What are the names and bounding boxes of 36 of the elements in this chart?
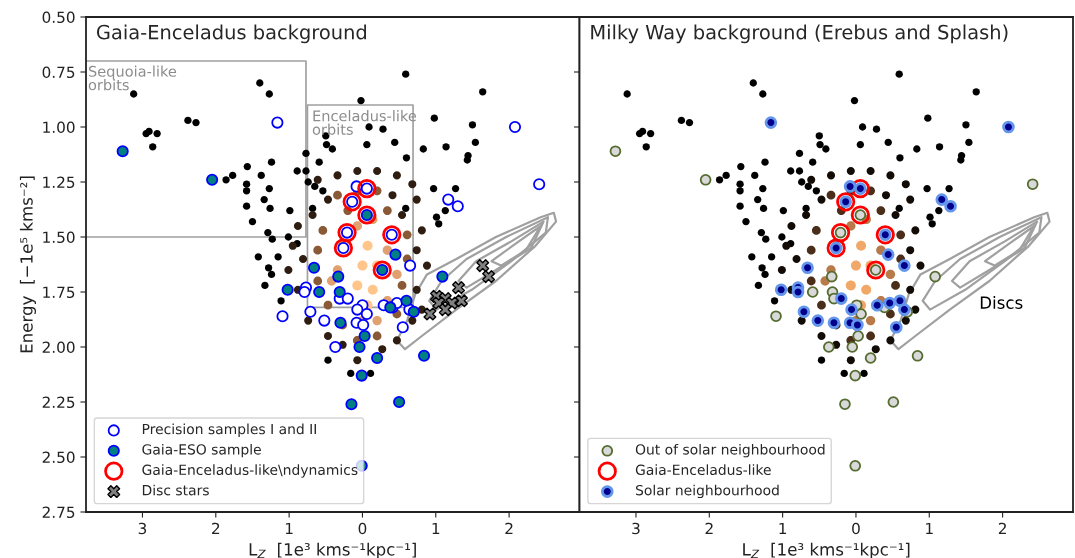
x-tick-label: 3 [632,522,640,535]
legend-label: Precision samples I and II [142,423,316,437]
x-tick-label: 0 [358,522,367,535]
legend-label: Gaia-ESO sample [142,443,261,458]
x-axis-title: L$_{Z}$ [1e³ kms⁻¹kpc⁻¹] [743,542,910,558]
y-tick-label: 2.00 [42,341,75,354]
y-tick-label: 2.75 [42,506,75,519]
chart-title: Gaia-Enceladus background [96,24,366,44]
x-tick-label: 1 [926,522,933,535]
x-tick-label: 2 [212,522,220,535]
legend-label: Solar neighbourhood [635,484,779,499]
x-tick-label: 1 [779,522,787,535]
annotation: Sequoia-like orbits [88,65,177,91]
x-tick-label: 1 [285,522,293,535]
y-tick-label: 2.50 [42,451,75,464]
y-tick-label: 1.25 [43,176,75,189]
x-tick-label: 1 [432,522,440,535]
x-tick-label: 3 [138,522,147,535]
y-tick-label: 1.75 [43,286,75,299]
legend-label: Gaia-Enceladus-like\ndynamics [142,464,358,478]
y-axis-title: Energy [−1e⁵ kms⁻²] [19,176,37,353]
x-tick-label: 2 [505,522,513,535]
y-tick-label: 0.75 [42,66,75,79]
legend-label: Disc stars [142,484,209,496]
y-tick-label: 1.00 [43,121,75,134]
y-tick-label: 2.25 [42,396,75,409]
y-tick-label: 0.50 [42,11,75,24]
legend-label: Gaia-Enceladus-like [635,464,771,476]
x-tick-label: 0 [852,522,860,535]
x-axis-title: L$_{Z}$ [1e³ kms⁻¹kpc⁻¹] [249,542,416,558]
chart-title: Milky Way background (Erebus and Splash) [591,24,1008,44]
y-tick-label: 1.50 [43,231,75,244]
x-tick-label: 2 [705,522,713,535]
legend-label: Out of solar neighbourhood [635,443,825,458]
annotation: Discs [980,296,1023,309]
x-tick-label: 2 [998,522,1006,535]
